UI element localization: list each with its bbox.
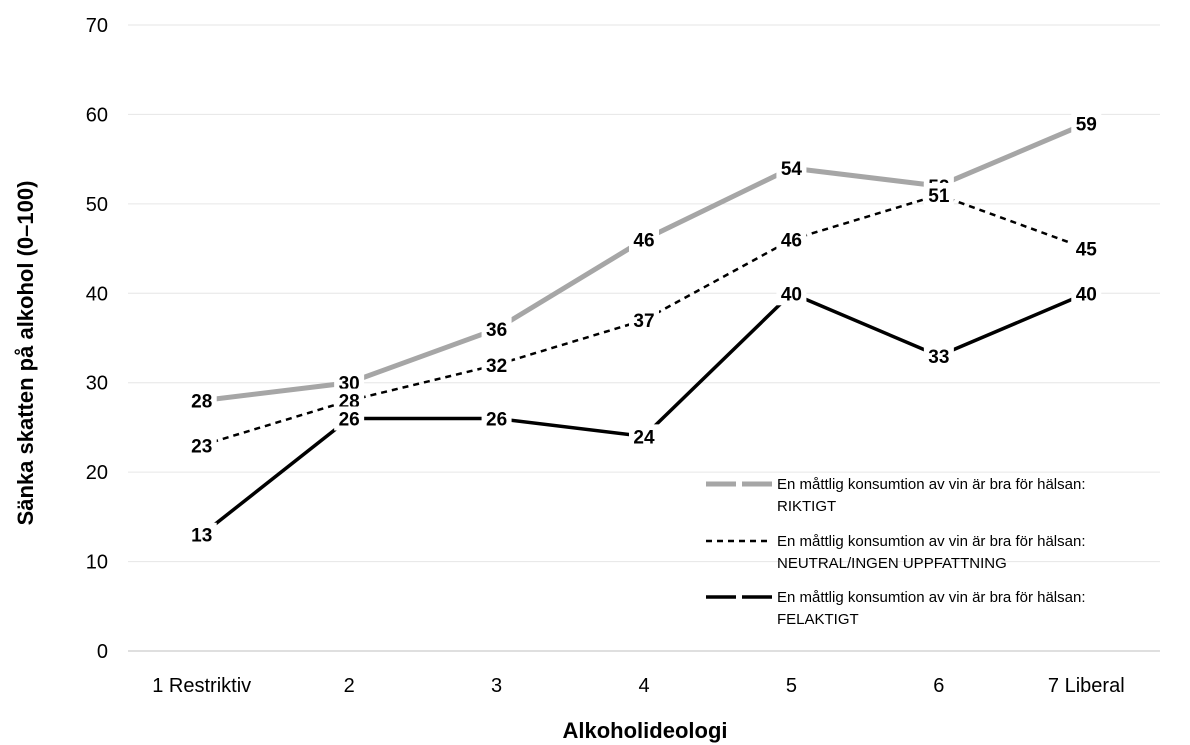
y-tick-label: 50 [86, 194, 108, 216]
y-tick-label: 70 [86, 15, 108, 37]
data-label-bg [481, 406, 512, 431]
x-tick-label: 5 [786, 675, 797, 697]
data-label: 40 [1076, 284, 1097, 305]
data-label: 46 [633, 231, 654, 252]
data-label-bg [1071, 111, 1102, 136]
legend: En måttlig konsumtion av vin är bra för … [706, 476, 1085, 628]
legend-label-sub: FELAKTIGT [777, 611, 859, 628]
data-label-bg [481, 317, 512, 342]
data-label-bg [629, 308, 659, 333]
data-label: 13 [191, 526, 212, 547]
data-label: 33 [928, 347, 949, 368]
x-tick-label: 4 [638, 675, 649, 697]
y-tick-label: 30 [86, 373, 108, 395]
x-tick-label: 6 [933, 675, 944, 697]
data-labels: 2830364654525923283237465145132626244033… [186, 111, 1102, 547]
data-label-bg [776, 281, 807, 306]
data-label: 26 [486, 409, 507, 430]
data-label: 46 [781, 231, 802, 252]
data-label-bg [629, 227, 659, 252]
data-label-bg [186, 433, 217, 458]
y-tick-label: 40 [86, 283, 108, 305]
data-label-bg [629, 424, 659, 449]
data-label-bg [923, 343, 954, 368]
data-label-bg [481, 352, 512, 377]
gridlines [128, 24, 1160, 652]
x-axis-ticks: 1 Restriktiv 2 3 4 5 6 7 Liberal [152, 675, 1124, 697]
y-tick-label: 10 [86, 552, 108, 574]
data-label: 23 [191, 436, 212, 457]
data-label-bg [923, 182, 954, 207]
data-label-bg [1071, 236, 1102, 261]
y-tick-label: 0 [97, 641, 108, 663]
data-label-bg [186, 522, 217, 547]
legend-label-sub: RIKTIGT [777, 498, 836, 515]
data-label-bg [776, 227, 807, 252]
data-label: 26 [339, 409, 360, 430]
data-label-bg [334, 406, 365, 431]
data-label: 36 [486, 320, 507, 341]
data-label: 51 [928, 186, 950, 207]
data-label: 24 [633, 427, 655, 448]
data-label: 28 [191, 392, 212, 413]
data-label: 45 [1076, 240, 1098, 261]
x-tick-label: 2 [344, 675, 355, 697]
y-axis-ticks: 0 10 20 30 40 50 60 70 [86, 15, 108, 663]
y-axis-title: Sänka skatten på alkohol (0–100) [13, 181, 38, 526]
data-label: 54 [781, 159, 803, 180]
data-label: 40 [781, 284, 802, 305]
x-tick-label: 7 Liberal [1048, 675, 1125, 697]
legend-label: En måttlig konsumtion av vin är bra för … [777, 589, 1085, 606]
legend-label: En måttlig konsumtion av vin är bra för … [777, 476, 1085, 493]
legend-label: En måttlig konsumtion av vin är bra för … [777, 533, 1085, 550]
data-label-bg [1071, 281, 1102, 306]
legend-label-sub: NEUTRAL/INGEN UPPFATTNING [777, 555, 1007, 572]
y-tick-label: 20 [86, 462, 108, 484]
data-label: 32 [486, 356, 507, 377]
x-tick-label: 3 [491, 675, 502, 697]
data-label: 59 [1076, 114, 1097, 135]
data-label: 37 [633, 311, 654, 332]
data-label-bg [776, 156, 807, 181]
x-tick-label: 1 Restriktiv [152, 675, 251, 697]
y-tick-label: 60 [86, 104, 108, 126]
data-label-bg [186, 388, 217, 413]
x-axis-title: Alkoholideologi [563, 718, 728, 743]
